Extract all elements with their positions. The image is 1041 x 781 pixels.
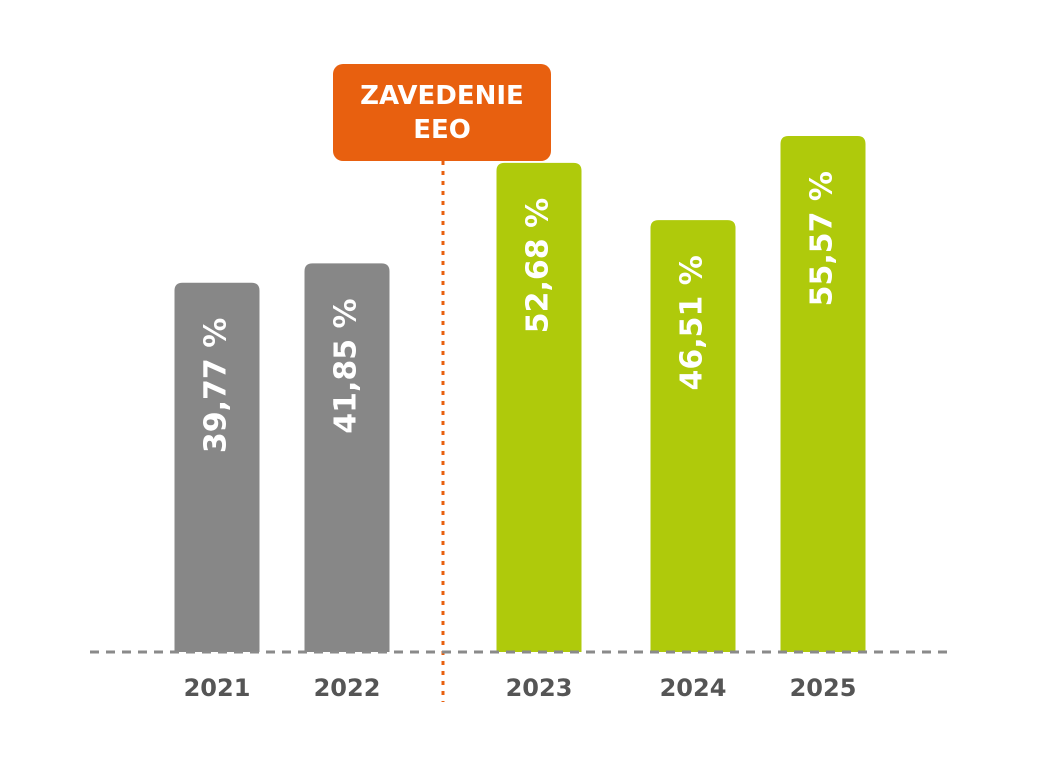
- x-tick-label: 2022: [314, 674, 381, 702]
- value-label: 39,77 %: [199, 318, 234, 453]
- x-tick-label: 2025: [790, 674, 857, 702]
- bar: [780, 136, 866, 652]
- value-label: 46,51 %: [675, 255, 710, 390]
- bar: [496, 162, 582, 653]
- x-tick-label: 2023: [506, 674, 573, 702]
- value-label: 41,85 %: [329, 298, 364, 433]
- annotation: ZAVEDENIE EEO: [333, 64, 551, 161]
- bar: [174, 282, 260, 652]
- bar: [650, 220, 736, 652]
- x-tick-label: 2024: [660, 674, 727, 702]
- bar: [304, 263, 390, 652]
- value-label: 55,57 %: [805, 171, 840, 306]
- x-tick-label: 2021: [184, 674, 251, 702]
- value-label: 52,68 %: [521, 198, 556, 333]
